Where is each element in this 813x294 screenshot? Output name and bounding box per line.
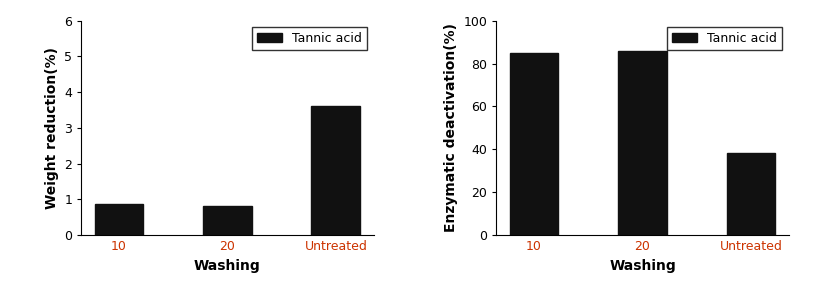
Bar	[311, 106, 360, 235]
Bar	[510, 53, 559, 235]
Legend: Tannic acid: Tannic acid	[253, 27, 367, 50]
Bar	[727, 153, 776, 235]
Bar	[618, 51, 667, 235]
Legend: Tannic acid: Tannic acid	[667, 27, 782, 50]
X-axis label: Washing: Washing	[609, 259, 676, 273]
X-axis label: Washing: Washing	[194, 259, 261, 273]
Y-axis label: Weight reduction(%): Weight reduction(%)	[45, 47, 59, 209]
Bar	[203, 206, 252, 235]
Y-axis label: Enzymatic deactivation(%): Enzymatic deactivation(%)	[444, 24, 458, 232]
Bar	[94, 204, 143, 235]
